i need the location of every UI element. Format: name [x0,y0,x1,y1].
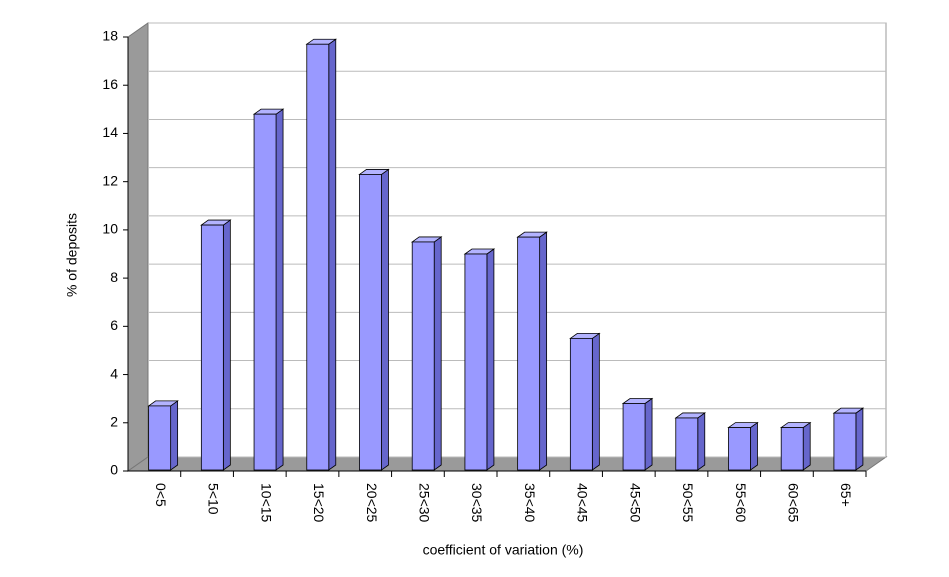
x-tick-label: 15<20 [311,483,327,523]
bar-front [253,113,277,471]
bar-side [222,219,231,471]
bar [832,407,865,471]
bar [674,412,707,471]
y-tick-label: 4 [110,365,118,381]
bar [410,236,443,471]
y-tick-label: 16 [102,76,118,92]
x-tick-label: 40<45 [575,483,591,523]
side-wall [127,22,149,472]
x-tick-label: 30<35 [469,483,485,523]
bar-front [833,412,857,471]
x-tick-label: 25<30 [416,483,432,523]
bar-side [328,38,337,471]
bar-side [539,231,548,471]
x-tick-label: 5<10 [206,483,222,515]
bar [516,231,548,471]
bar [358,168,390,471]
bar [147,400,179,471]
bar-front [148,405,172,471]
y-tick-label: 12 [102,172,118,188]
bar-side [170,400,179,471]
y-tick-label: 8 [110,269,118,285]
floor [126,456,888,472]
y-axis-title: % of deposits [64,213,80,297]
x-tick-label: 60<65 [785,483,801,523]
x-tick-label: 0<5 [153,483,169,507]
x-tick-label: 55<60 [733,483,749,523]
x-tick-label: 20<25 [364,483,380,523]
x-tick-label: 45<50 [627,483,643,523]
bar-side [486,248,495,471]
bar [727,421,759,471]
bar [252,108,285,471]
bar-front [306,43,330,471]
bar-front [411,241,435,471]
y-tick-label: 18 [102,28,118,44]
bar-front [517,236,541,471]
bar-side [855,407,864,471]
y-tick-label: 6 [110,317,118,333]
bar-front [464,253,488,471]
bar [621,397,654,471]
bar [305,38,338,471]
bar [779,421,812,471]
bar-front [200,224,224,471]
y-tick-label: 0 [110,462,118,478]
bar-side [697,412,706,471]
x-tick-label: 10<15 [258,483,274,523]
x-tick-label: 65+ [838,483,854,507]
x-tick-label: 35<40 [522,483,538,523]
bar [200,219,232,471]
y-tick-label: 2 [110,413,118,429]
bar-side [644,397,653,471]
bar-front [359,174,382,471]
bar-front [569,337,593,471]
x-axis-title: coefficient of variation (%) [423,542,584,558]
bar [463,248,496,471]
x-tick-label: 50<55 [680,483,696,523]
bar-side [433,236,442,471]
bar-side [750,421,758,471]
y-tick-label: 10 [102,221,118,237]
bar-side [802,421,811,471]
bar-side [591,332,600,471]
bar-front [780,427,804,471]
bar-front [622,403,646,471]
bar-front [675,417,699,471]
bar [569,332,601,471]
y-tick-label: 14 [102,124,118,140]
bar-side [275,108,284,471]
bar-side [381,168,389,471]
bar-front [728,427,751,471]
